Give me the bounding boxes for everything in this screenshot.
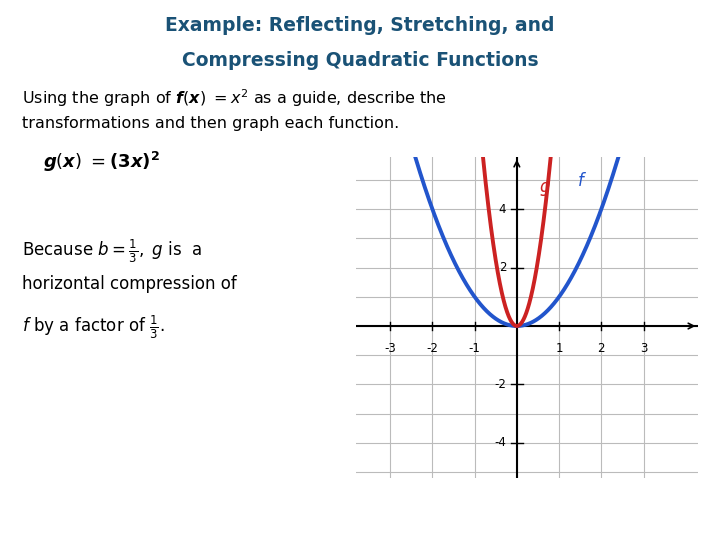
Text: -3: -3 — [384, 342, 396, 355]
Text: -2: -2 — [495, 378, 506, 391]
Text: -2: -2 — [426, 342, 438, 355]
Text: 2: 2 — [598, 342, 605, 355]
Text: 4: 4 — [499, 202, 506, 215]
Text: $\bfit{g}$($\bfit{x}$) $=\bf{(3}$$\bfit{x}$$\bf{)^2}$: $\bfit{g}$($\bfit{x}$) $=\bf{(3}$$\bfit{… — [43, 150, 160, 174]
Text: transformations and then graph each function.: transformations and then graph each func… — [22, 116, 399, 131]
Text: $g$: $g$ — [539, 180, 551, 198]
Text: Example: Reflecting, Stretching, and: Example: Reflecting, Stretching, and — [166, 16, 554, 35]
Text: $f$: $f$ — [577, 172, 587, 190]
Text: Compressing Quadratic Functions: Compressing Quadratic Functions — [181, 51, 539, 70]
Text: $f$ by a factor of $\frac{1}{3}.$: $f$ by a factor of $\frac{1}{3}.$ — [22, 313, 164, 341]
Text: 2: 2 — [499, 261, 506, 274]
Text: Because $b = \frac{1}{3},$ $g$ is  a: Because $b = \frac{1}{3},$ $g$ is a — [22, 238, 202, 265]
Text: horizontal compression of: horizontal compression of — [22, 275, 236, 293]
Text: -1: -1 — [469, 342, 480, 355]
Text: 3: 3 — [640, 342, 647, 355]
Text: Using the graph of $\bfit{f}$($\bfit{x}$) $= x^2$ as a guide, describe the: Using the graph of $\bfit{f}$($\bfit{x}$… — [22, 87, 446, 109]
Text: 1: 1 — [555, 342, 563, 355]
Text: -4: -4 — [495, 436, 506, 449]
